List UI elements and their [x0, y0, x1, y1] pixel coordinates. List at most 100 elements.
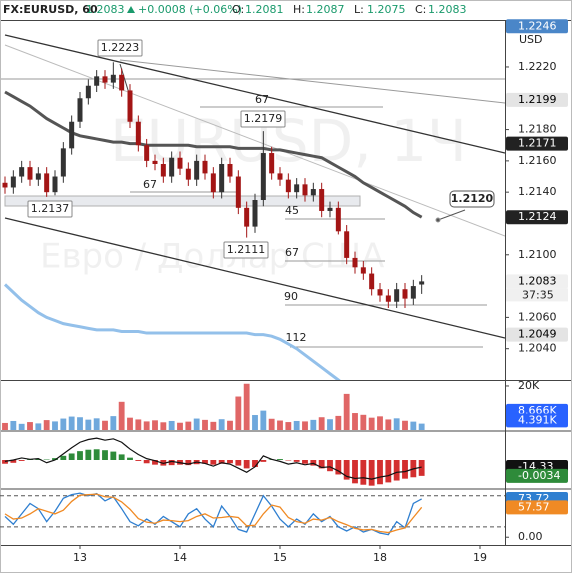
moving-average: [4, 90, 423, 219]
panel: [2, 437, 425, 486]
price-marker: [506, 327, 568, 342]
histogram-bar: [243, 460, 250, 469]
histogram-bar: [152, 460, 158, 465]
candle-body: [152, 160, 158, 164]
x-tick-label: 13: [73, 551, 87, 564]
price-marker-label: 1.2199: [518, 93, 557, 106]
candle-body: [235, 176, 241, 208]
ohlc-label: H:: [293, 3, 305, 16]
volume-bar: [335, 415, 342, 430]
volume-bar: [202, 419, 208, 430]
annotation-box: [449, 190, 495, 208]
volume-bar: [152, 420, 158, 430]
volume-bar: [227, 420, 233, 430]
ohlc-value: 1.2083: [428, 3, 467, 16]
price-marker: [506, 500, 568, 515]
volume-bar: [268, 418, 275, 430]
candle-body: [102, 76, 108, 83]
volume-bar: [418, 423, 425, 430]
annotation: 1.2137: [31, 202, 70, 215]
y-tick-label: 1.2100: [518, 248, 557, 261]
candle-body: [252, 200, 258, 227]
candle-body: [277, 173, 283, 180]
price-marker: [506, 413, 568, 428]
price-marker-label: 1.2124: [518, 210, 557, 223]
ohlc-label: O:: [232, 3, 244, 16]
candle-body: [394, 289, 400, 302]
candle-body: [310, 189, 316, 196]
candle-body: [110, 74, 116, 83]
price-marker-label: 57.57: [518, 500, 550, 513]
histogram-bar: [127, 457, 133, 460]
histogram-bar: [135, 460, 142, 461]
x-tick-label: 15: [273, 551, 287, 564]
y-tick-label: 0.00: [518, 530, 543, 543]
ohlc-value: 1.2081: [245, 3, 284, 16]
histogram-bar: [168, 460, 175, 466]
y-tick-label: 1.2060: [518, 310, 557, 323]
histogram-bar: [2, 460, 8, 464]
candle-body: [377, 289, 383, 296]
volume-bar: [160, 422, 167, 430]
histogram-bar: [302, 460, 308, 464]
candle-body: [302, 184, 308, 196]
histogram-bar: [343, 460, 350, 480]
price-change: +0.0008 (+0.06%): [138, 3, 242, 16]
zone: [4, 195, 361, 207]
candle-body: [210, 173, 216, 193]
volume-bar: [118, 401, 125, 430]
volume-bar: [218, 419, 225, 430]
volume-bar: [260, 410, 267, 430]
last-price: 1.2083: [86, 3, 125, 16]
volume-bar: [143, 421, 150, 430]
annotation: 90: [284, 290, 298, 303]
histogram-bar: [118, 454, 125, 460]
ohlc-label: C:: [415, 3, 426, 16]
histogram-bar: [35, 459, 42, 460]
candle-body: [352, 257, 358, 268]
candle-body: [360, 267, 366, 274]
candle-body: [160, 164, 166, 177]
annotation: 112: [286, 331, 307, 344]
countdown: 37:35: [522, 288, 554, 301]
callout-pointer: [437, 209, 466, 221]
ohlc-value: 1.2087: [306, 3, 345, 16]
histogram-bar: [327, 460, 333, 472]
candle-body: [294, 184, 300, 193]
candle-body: [127, 90, 133, 122]
price-marker: [506, 274, 568, 289]
price-marker: [506, 210, 568, 225]
candle-body: [85, 85, 91, 99]
candle-body: [219, 164, 225, 193]
volume-bar: [168, 420, 175, 430]
histogram-bar: [68, 453, 75, 460]
candle-body: [60, 148, 66, 177]
annotation: 67: [143, 178, 157, 191]
y-tick-label: 1.2160: [518, 154, 557, 167]
panel: [0, 492, 505, 536]
histogram-bar: [18, 460, 25, 461]
candle-body: [69, 121, 75, 149]
annotation-box: [27, 200, 73, 218]
histogram-bar: [110, 451, 117, 460]
stochastic-line: [4, 492, 422, 536]
candle-body: [177, 157, 183, 169]
histogram-bar: [202, 460, 208, 464]
price-marker-label: 1.2171: [518, 137, 557, 150]
histogram-bar: [352, 460, 358, 484]
candle-body: [227, 164, 233, 177]
histogram-bar: [418, 460, 425, 476]
histogram-bar: [227, 460, 233, 464]
volume-bar: [52, 421, 58, 430]
price-marker: [506, 136, 568, 151]
candle-body: [19, 167, 25, 177]
histogram-bar: [143, 460, 150, 464]
histogram-bar: [368, 460, 375, 486]
volume-bar: [352, 413, 358, 430]
histogram-bar: [52, 458, 58, 460]
volume-bar: [177, 422, 183, 430]
volume-bar: [210, 421, 217, 430]
volume-bar: [377, 416, 383, 430]
candle-body: [10, 176, 16, 188]
